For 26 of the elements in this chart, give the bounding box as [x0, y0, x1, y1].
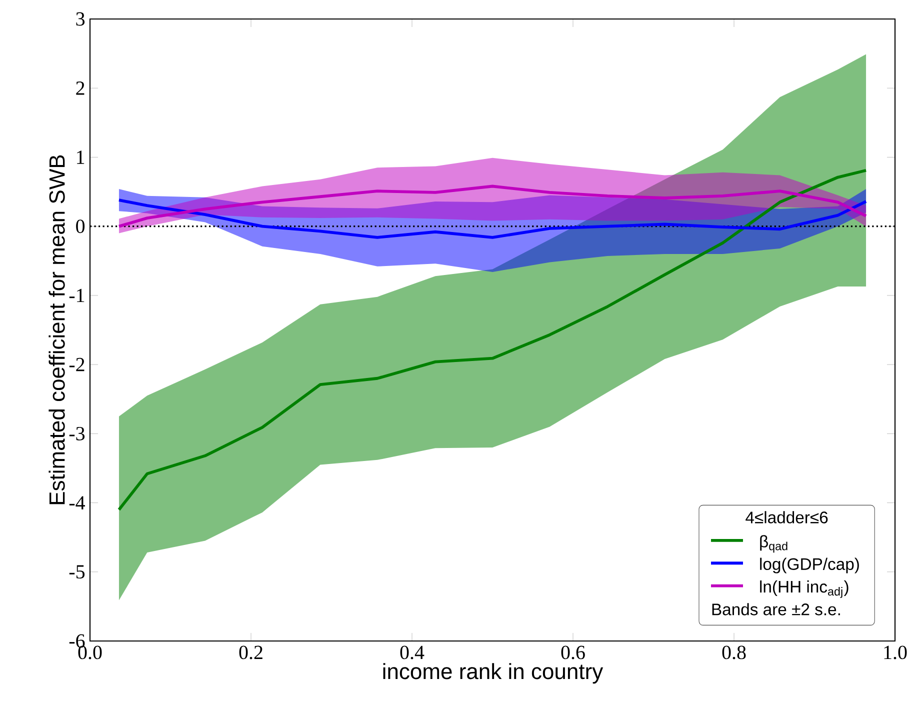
legend-label: ln(HH inc$_{adj}$)	[760, 580, 848, 598]
y-tick-label: -2	[69, 358, 84, 372]
y-tick-label: 0	[76, 220, 85, 234]
annotation: Bands are ±2 s.e.	[712, 603, 840, 616]
y-tick-label: 3	[76, 12, 85, 26]
x-tick-label: 0.0	[78, 646, 102, 660]
y-tick-label: -1	[69, 288, 84, 302]
y-tick-label: -4	[69, 496, 85, 510]
legend-label: log(GDP/cap)	[760, 558, 859, 574]
y-tick-label: -3	[69, 426, 85, 440]
y-tick-label: 2	[76, 81, 84, 95]
y-tick-label: 1	[77, 150, 84, 164]
x-tick-label: 0.6	[561, 646, 585, 660]
line-series	[118, 184, 868, 228]
x-tick-label: 1.0	[884, 646, 907, 660]
x-tick-label: 0.4	[400, 646, 424, 660]
line-series	[118, 198, 868, 239]
y-tick-label: -5	[69, 565, 85, 579]
legend-title: 4≤ladder≤6	[746, 511, 828, 524]
x-tick-label: 0.2	[239, 646, 262, 660]
x-tick-label: 0.8	[722, 646, 746, 660]
y-tick-label: -6	[69, 634, 85, 648]
legend-label: β$_{qad}$	[760, 535, 788, 553]
y-axis-title: Estimated coefficient for mean SWB	[48, 155, 65, 504]
x-axis-title: income rank in country	[383, 663, 604, 684]
line-series	[118, 168, 868, 512]
